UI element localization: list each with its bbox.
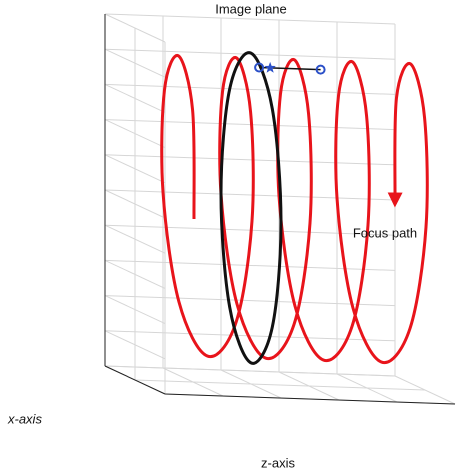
series-line: [219, 51, 283, 365]
grid-line: [104, 119, 396, 131]
axis-edge: [104, 365, 166, 395]
grid-line: [104, 365, 396, 377]
grid-line: [104, 189, 396, 201]
axis-edge: [164, 393, 456, 405]
grid-line: [104, 13, 396, 25]
grid-line: [104, 83, 396, 95]
grid-line: [134, 379, 426, 391]
grid-line: [104, 154, 396, 166]
grid-line: [104, 295, 396, 307]
grid-line: [104, 259, 396, 271]
circle-marker: [254, 62, 265, 73]
z-axis-label: z-axis: [261, 455, 295, 470]
x-axis-label: x-axis: [7, 411, 42, 426]
series-line: [160, 54, 429, 365]
series-label: Image plane: [215, 1, 287, 16]
series-label: Focus path: [353, 225, 417, 240]
star-marker: [264, 61, 276, 73]
circle-marker: [315, 64, 326, 75]
